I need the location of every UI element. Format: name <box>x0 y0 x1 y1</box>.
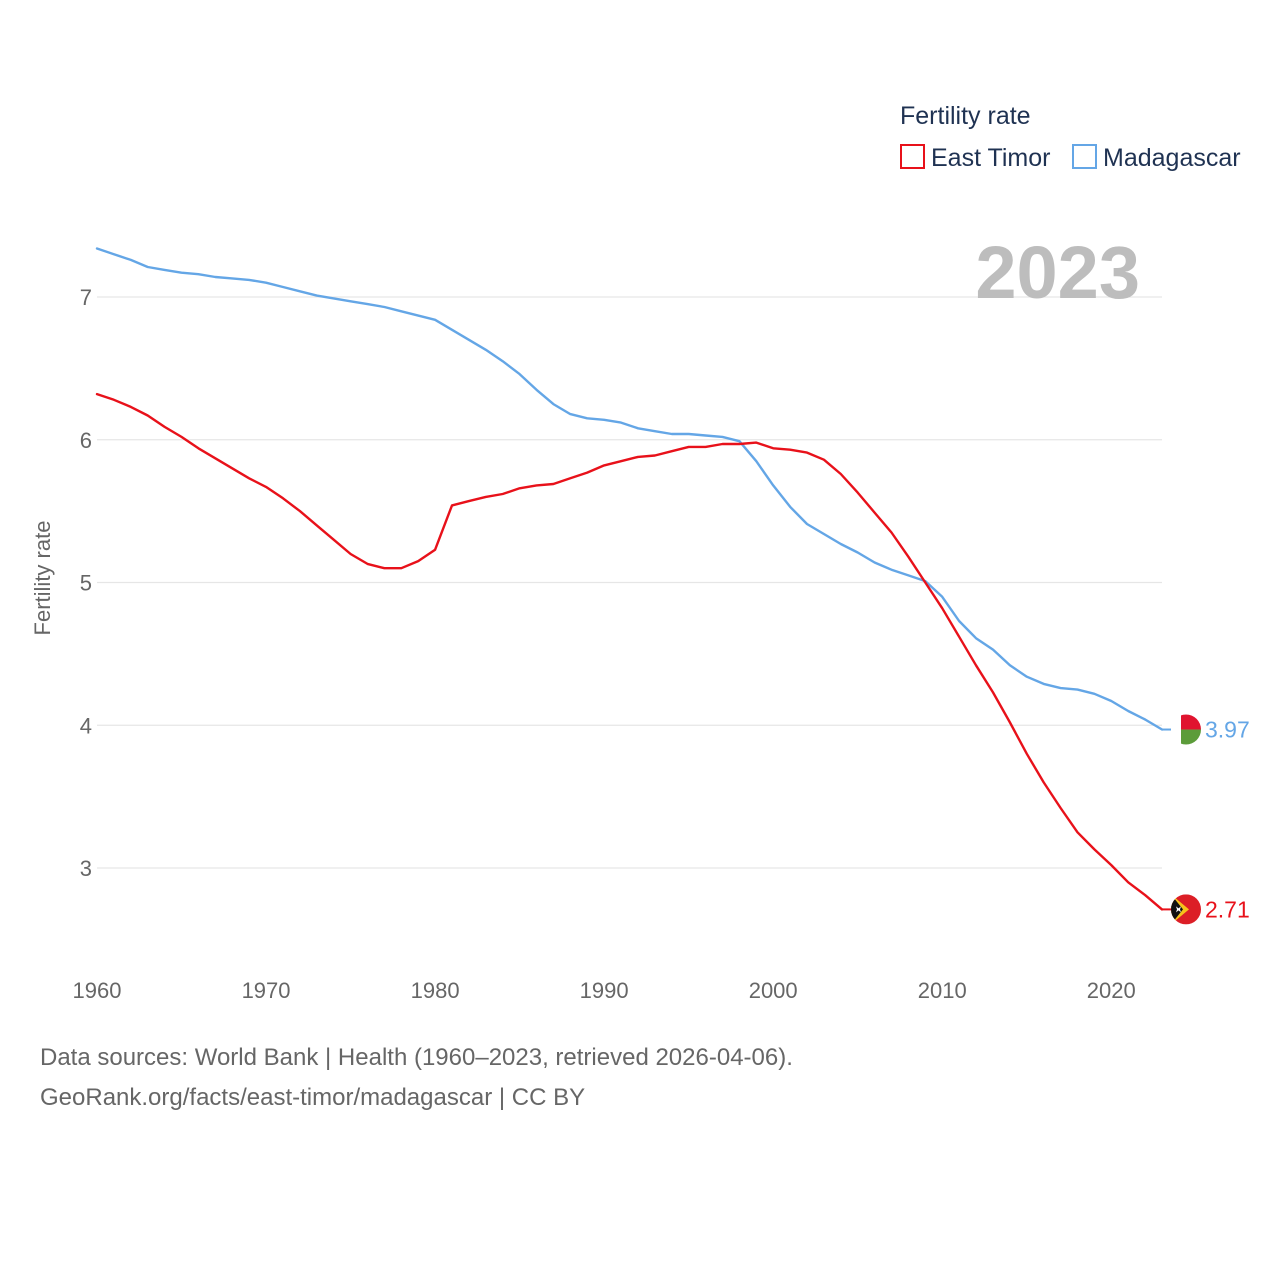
legend-title: Fertility rate <box>900 102 1031 130</box>
end-value-east-timor: 2.71 <box>1205 896 1250 922</box>
legend: Fertility rate East Timor Madagascar <box>900 102 1241 172</box>
end-markers: 2.71 3.97 <box>1162 714 1250 925</box>
end-value-madagascar: 3.97 <box>1205 717 1250 743</box>
gridlines <box>97 296 1162 869</box>
y-axis-title: Fertility rate <box>30 521 55 636</box>
current-year-label: 2023 <box>975 231 1140 314</box>
y-axis-ticks: 3 4 5 6 7 <box>80 285 92 881</box>
east-timor-flag-icon <box>1171 894 1201 925</box>
y-tick-label: 6 <box>80 428 92 453</box>
x-axis-ticks: 1960 1970 1980 1990 2000 2010 2020 <box>73 978 1136 1003</box>
y-tick-label: 5 <box>80 571 92 596</box>
x-tick-label: 1990 <box>580 978 629 1003</box>
legend-item-east-timor[interactable]: East Timor <box>900 144 1050 172</box>
legend-label-east-timor: East Timor <box>931 144 1050 172</box>
x-tick-label: 2000 <box>749 978 798 1003</box>
footer-attribution[interactable]: GeoRank.org/facts/east-timor/madagascar … <box>40 1084 586 1111</box>
x-tick-label: 1970 <box>242 978 291 1003</box>
series-line-east-timor <box>95 392 1164 911</box>
y-tick-label: 3 <box>80 856 92 881</box>
x-tick-label: 2020 <box>1087 978 1136 1003</box>
x-tick-label: 1980 <box>411 978 460 1003</box>
legend-swatch-madagascar <box>1072 144 1097 169</box>
series-line-madagascar <box>95 247 1164 731</box>
y-tick-label: 7 <box>80 285 92 310</box>
y-tick-label: 4 <box>80 713 92 738</box>
legend-swatch-east-timor <box>900 144 925 169</box>
legend-label-madagascar: Madagascar <box>1103 144 1241 172</box>
x-tick-label: 1960 <box>73 978 122 1003</box>
x-tick-label: 2010 <box>918 978 967 1003</box>
footer-sources: Data sources: World Bank | Health (1960–… <box>40 1044 793 1071</box>
legend-item-madagascar[interactable]: Madagascar <box>1072 144 1241 172</box>
series-lines <box>95 247 1164 911</box>
